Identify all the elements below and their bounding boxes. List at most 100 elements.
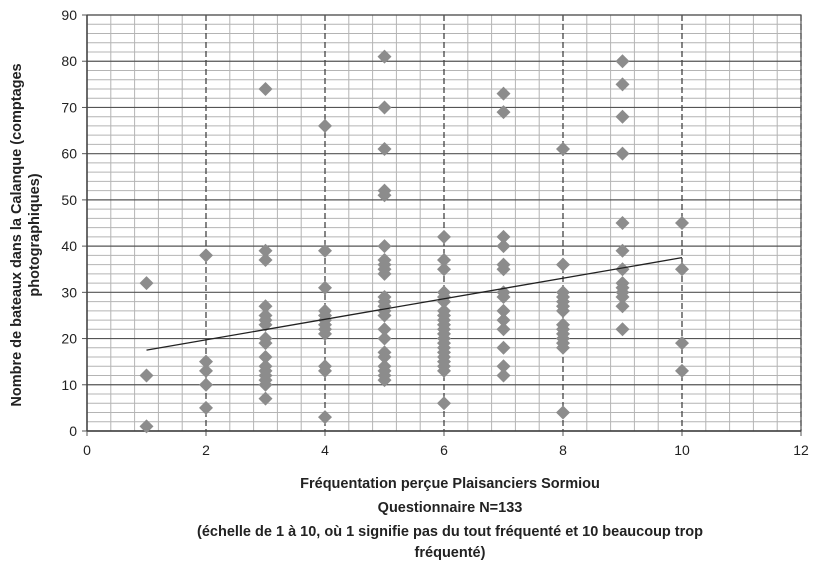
trendline-line	[146, 257, 683, 351]
y-axis-label: Nombre de bateaux dans la Calanque (comp…	[9, 63, 43, 407]
x-axis-label-line-4: fréquenté)	[414, 545, 486, 561]
data-point	[199, 363, 213, 378]
data-point	[318, 243, 332, 258]
x-tick-label: 12	[793, 442, 809, 458]
data-point	[615, 77, 630, 92]
data-point	[556, 257, 570, 272]
data-point	[615, 243, 630, 258]
axes	[82, 14, 802, 436]
x-tick-label: 2	[202, 442, 210, 458]
data-point	[496, 340, 511, 355]
data-point	[496, 262, 511, 277]
x-tick-label: 8	[559, 442, 567, 458]
data-point	[199, 248, 213, 263]
x-axis-label-line-2: Questionnaire N=133	[377, 500, 523, 516]
data-point	[496, 229, 511, 244]
x-axis-label-line-1: Fréquentation perçue Plaisanciers Sormio…	[300, 476, 600, 492]
data-point	[377, 49, 392, 64]
data-point	[496, 239, 511, 254]
data-point	[377, 142, 392, 157]
x-tick-labels: 0 2 4 6 8 10 12	[83, 442, 809, 458]
data-point	[318, 326, 332, 341]
data-point	[258, 350, 273, 365]
data-point	[377, 266, 392, 281]
data-point	[318, 410, 332, 425]
data-point	[556, 317, 570, 332]
data-point	[615, 289, 630, 304]
data-point	[377, 188, 392, 203]
data-point	[556, 405, 570, 420]
data-point	[615, 262, 630, 277]
data-point	[377, 100, 392, 115]
y-tick-label: 60	[61, 146, 77, 162]
data-point	[615, 146, 630, 161]
data-point	[496, 303, 511, 318]
x-tick-label: 6	[440, 442, 448, 458]
data-point	[139, 368, 154, 383]
data-point	[496, 368, 511, 383]
data-point	[258, 243, 273, 258]
y-tick-label: 80	[61, 53, 77, 69]
data-point	[496, 359, 511, 374]
data-point	[556, 303, 570, 318]
data-point	[675, 336, 689, 351]
data-point	[437, 363, 451, 378]
data-point	[258, 252, 273, 267]
y-tick-label: 90	[61, 7, 77, 23]
data-points	[139, 49, 689, 434]
scatter-chart: 0 10 20 30 40 50 60 70 80 90 0 2 4 6 8 10 12	[61, 7, 809, 458]
data-point	[496, 86, 511, 101]
data-point	[437, 252, 451, 267]
data-point	[556, 142, 570, 157]
data-point	[377, 373, 392, 388]
y-tick-label: 30	[61, 284, 77, 300]
data-point	[615, 216, 630, 230]
data-point	[437, 229, 451, 244]
data-point	[377, 322, 392, 337]
y-tick-label: 20	[61, 331, 77, 347]
data-point	[139, 419, 154, 434]
data-point	[496, 322, 511, 337]
data-point	[318, 363, 332, 378]
x-tick-label: 0	[83, 442, 91, 458]
y-tick-label: 70	[61, 99, 77, 115]
y-tick-labels: 0 10 20 30 40 50 60 70 80 90	[61, 7, 77, 439]
data-point	[556, 340, 570, 355]
data-point	[258, 336, 273, 351]
data-point	[675, 262, 689, 277]
data-point	[675, 216, 689, 230]
data-point	[258, 81, 273, 96]
data-point	[377, 350, 392, 365]
data-point	[615, 54, 630, 69]
y-tick-label: 10	[61, 377, 77, 393]
data-point	[437, 331, 451, 346]
trendline	[146, 257, 683, 351]
y-tick-label: 0	[69, 423, 77, 439]
data-point	[615, 280, 630, 295]
data-point	[496, 105, 511, 120]
data-point	[258, 377, 273, 392]
data-point	[437, 396, 451, 411]
data-point	[377, 308, 392, 323]
data-point	[496, 289, 511, 304]
data-point	[377, 239, 392, 254]
y-tick-label: 50	[61, 192, 77, 208]
data-point	[258, 317, 273, 332]
data-point	[437, 262, 451, 277]
x-axis-label-line-3: (échelle de 1 à 10, où 1 signifie pas du…	[197, 524, 703, 540]
x-tick-label: 10	[674, 442, 690, 458]
data-point	[199, 400, 213, 415]
data-point	[199, 377, 213, 392]
data-point	[615, 299, 630, 314]
data-point	[318, 118, 332, 133]
data-point	[615, 109, 630, 124]
data-point	[318, 280, 332, 295]
data-point	[615, 322, 630, 337]
x-tick-label: 4	[321, 442, 329, 458]
data-point	[675, 363, 689, 378]
y-tick-label: 40	[61, 238, 77, 254]
data-point	[377, 331, 392, 346]
data-point	[258, 391, 273, 406]
data-point	[139, 276, 154, 291]
data-point	[496, 313, 511, 328]
